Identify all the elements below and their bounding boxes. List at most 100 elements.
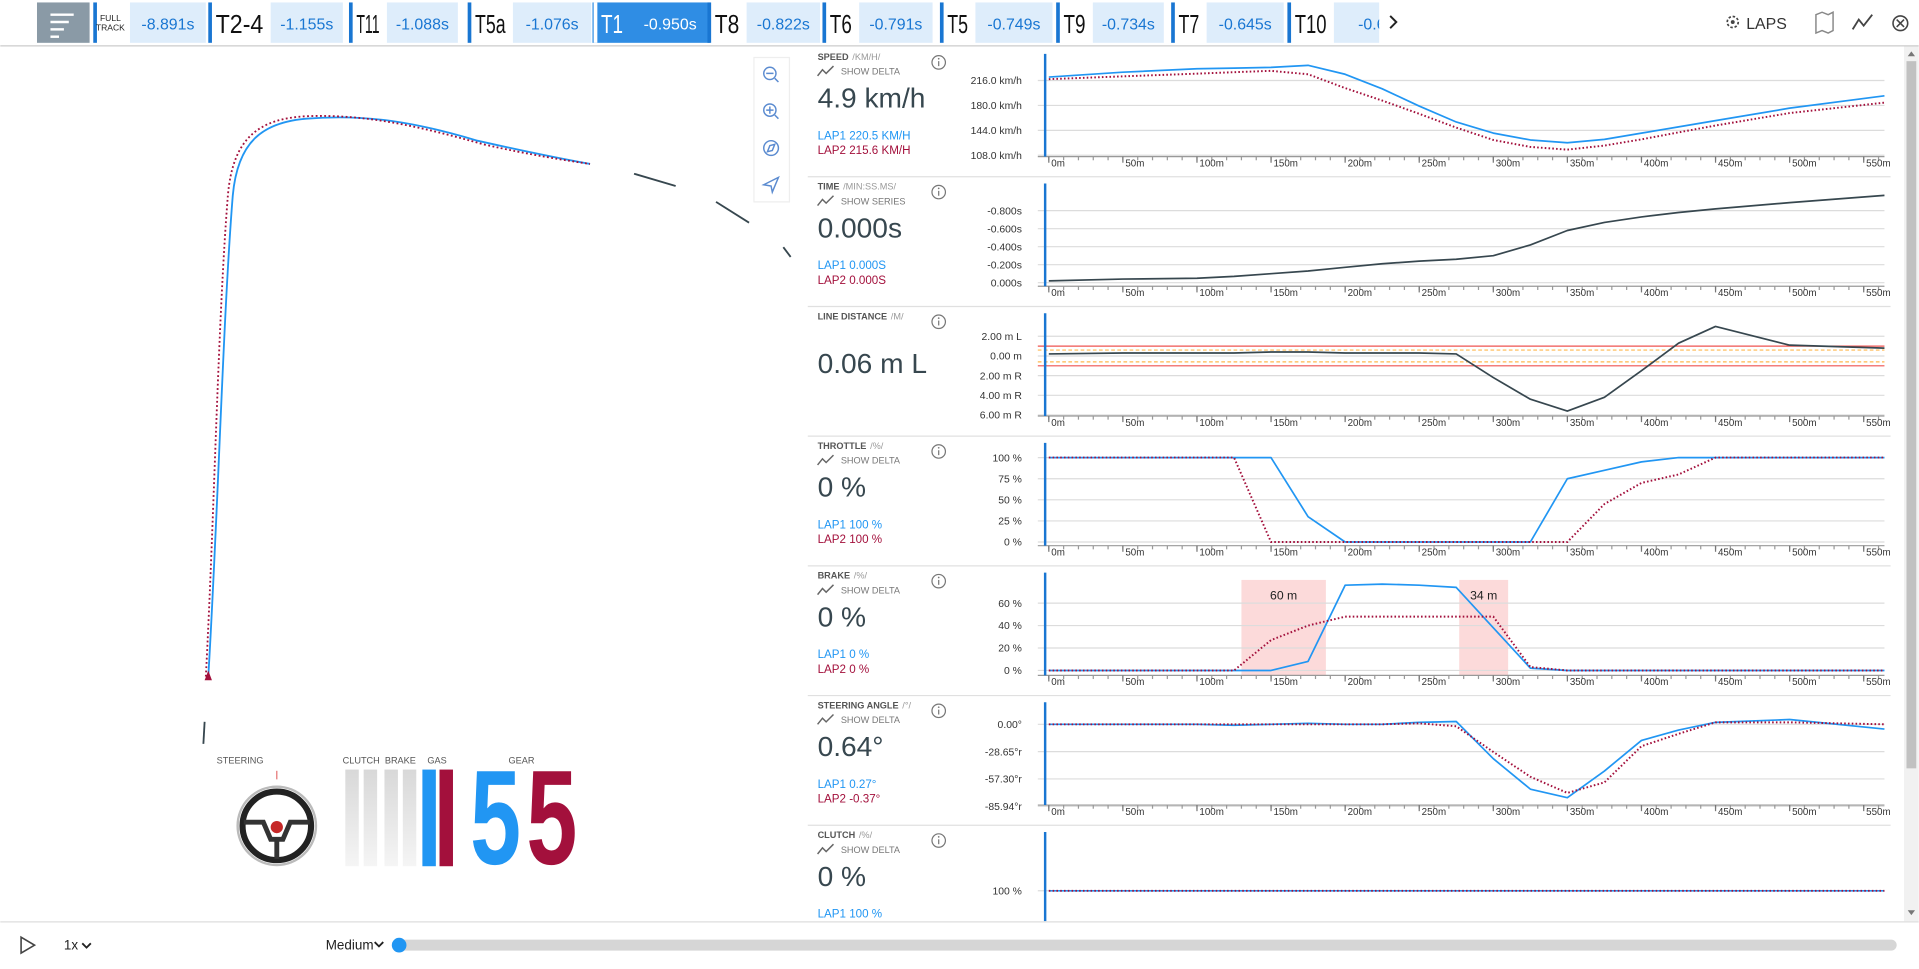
x-tick-label: 250m xyxy=(1422,158,1446,169)
sector-name: T5 xyxy=(947,11,968,39)
y-tick-label: 6.00 m R xyxy=(980,411,1023,422)
x-tick-label: 300m xyxy=(1496,807,1520,818)
panel-toggle[interactable]: SHOW DELTA xyxy=(841,67,901,77)
laps-button[interactable]: LAPS xyxy=(1726,15,1787,33)
x-tick-label: 400m xyxy=(1644,677,1668,688)
x-tick-label: 450m xyxy=(1718,288,1742,299)
info-icon[interactable] xyxy=(931,55,947,70)
next-arrow[interactable] xyxy=(1389,15,1398,29)
brake-label: BRAKE xyxy=(385,755,416,765)
x-tick-label: 500m xyxy=(1792,158,1816,169)
x-tick-label: 200m xyxy=(1348,547,1372,558)
play-button[interactable] xyxy=(20,935,37,955)
info-icon[interactable] xyxy=(931,444,947,459)
panel-toggle[interactable]: SHOW SERIES xyxy=(841,196,906,206)
series-line xyxy=(1048,325,1885,412)
scrollbar[interactable] xyxy=(1904,46,1919,922)
toggle-icon[interactable] xyxy=(817,584,835,596)
panel-lap1: LAP1 220.5 KM/H xyxy=(818,129,911,142)
x-tick-label: 300m xyxy=(1496,288,1520,299)
brake-bar-lap2 xyxy=(402,769,417,867)
sector[interactable]: T7 -0.645s xyxy=(1171,2,1284,43)
x-tick-label: 150m xyxy=(1274,677,1298,688)
panel-toggle[interactable]: SHOW DELTA xyxy=(841,715,901,725)
x-tick-label: 250m xyxy=(1422,807,1446,818)
map-icon[interactable] xyxy=(1815,11,1834,35)
sector-delta-bg xyxy=(512,2,592,43)
toggle-icon[interactable] xyxy=(817,195,835,207)
speed-select[interactable]: 1x xyxy=(64,937,92,952)
sector-delta: -0.645s xyxy=(1219,16,1272,33)
close-icon[interactable] xyxy=(1892,15,1909,32)
panel-title-text: TIME xyxy=(818,182,840,192)
panel-toggle[interactable]: SHOW DELTA xyxy=(841,456,901,466)
series-line xyxy=(1048,456,1885,543)
panel-title: TIME/MIN:SS.MS/ xyxy=(818,182,897,192)
panel-lap2: LAP2 -0.37° xyxy=(818,793,881,806)
y-tick-label: -0.400s xyxy=(987,242,1022,253)
track-segments xyxy=(202,172,792,744)
panel-toggle[interactable]: SHOW DELTA xyxy=(841,585,901,595)
x-tick-label: 450m xyxy=(1718,158,1742,169)
sector-delta: -1.076s xyxy=(526,16,579,33)
sector[interactable]: T2-4 -1.155s xyxy=(208,2,343,43)
panel-toggle[interactable]: SHOW DELTA xyxy=(841,845,901,855)
toolbar: FULL TRACK -8.891s T2-4 -1.155s T11 -1.088s… xyxy=(0,0,1919,47)
panel-unit: /%/ xyxy=(854,571,868,581)
info-icon[interactable] xyxy=(931,833,947,848)
x-tick-label: 400m xyxy=(1644,807,1668,818)
info-dot xyxy=(937,317,940,319)
sector[interactable]: T8 -0.822s xyxy=(707,2,821,43)
zoom-in[interactable] xyxy=(763,103,779,120)
sector[interactable]: T5 -0.749s xyxy=(939,2,1053,43)
sector-delta: -1.088s xyxy=(396,16,449,33)
panel-lap1: LAP1 100 % xyxy=(818,908,883,921)
info-icon[interactable] xyxy=(931,573,947,589)
clutch-label: CLUTCH xyxy=(343,755,380,765)
sector[interactable]: T6 -0.791s xyxy=(822,2,933,43)
sector-stripe xyxy=(348,2,353,43)
panel-lap2: LAP2 100 % xyxy=(818,533,883,546)
car-marker xyxy=(204,670,212,681)
x-tick-label: 100m xyxy=(1199,158,1223,169)
sector-delta: -0.822s xyxy=(757,16,810,33)
timeline-handle[interactable] xyxy=(391,937,407,953)
x-tick-label: 500m xyxy=(1792,288,1816,299)
toggle-icon[interactable] xyxy=(817,454,835,466)
x-tick-label: 400m xyxy=(1644,288,1668,299)
sector-delta: -0.734s xyxy=(1102,16,1155,33)
locate[interactable] xyxy=(761,175,780,195)
info-icon[interactable] xyxy=(931,703,947,719)
track-map xyxy=(202,115,792,744)
panel-title: CLUTCH/%/ xyxy=(818,830,873,840)
x-tick-label: 300m xyxy=(1496,547,1520,558)
toggle-icon[interactable] xyxy=(817,65,835,77)
x-tick-label: 100m xyxy=(1199,677,1223,688)
quality-select[interactable]: Medium xyxy=(326,937,384,952)
compass[interactable] xyxy=(763,139,780,157)
sector-delta-bg xyxy=(1206,2,1284,43)
info-icon[interactable] xyxy=(931,314,947,330)
timeline-track[interactable] xyxy=(394,939,1897,951)
sector[interactable]: T10 -0.6 xyxy=(1287,2,1409,43)
chart-panel: SPEED/KM/H/SHOW DELTA 4.9 km/h LAP1 220.5 … xyxy=(807,52,1891,178)
sector[interactable]: T9 -0.734s xyxy=(1056,2,1164,43)
x-tick-label: 150m xyxy=(1274,158,1298,169)
x-tick-label: 500m xyxy=(1792,677,1816,688)
sector[interactable]: T5a -1.076s xyxy=(467,2,592,43)
sector-stripe xyxy=(467,2,472,43)
zoom-out[interactable] xyxy=(763,66,779,83)
info-icon[interactable] xyxy=(931,184,947,200)
panel-unit: /KM/H/ xyxy=(852,52,880,62)
sector[interactable]: T1 -0.950s xyxy=(592,2,710,43)
full-track[interactable]: FULL TRACK -8.891s xyxy=(93,2,206,43)
sector-name: T7 xyxy=(1179,11,1200,39)
menu-button[interactable] xyxy=(36,2,90,43)
clutch-bar-lap1 xyxy=(345,769,359,867)
toggle-icon[interactable] xyxy=(817,713,835,725)
y-tick-label: 2.00 m L xyxy=(982,332,1023,343)
toggle-icon[interactable] xyxy=(817,843,835,855)
chart-icon[interactable] xyxy=(1851,14,1873,30)
sector[interactable]: T11 -1.088s xyxy=(348,2,458,43)
x-tick-label: 400m xyxy=(1644,158,1668,169)
